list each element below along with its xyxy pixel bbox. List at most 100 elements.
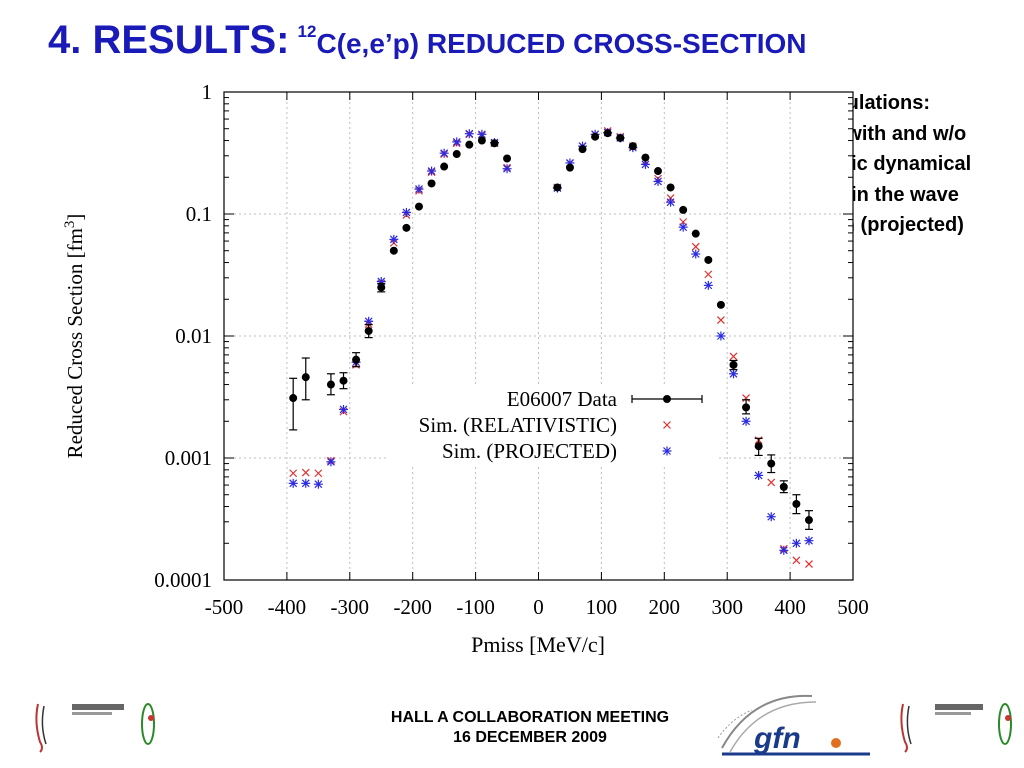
relativistic-point: [301, 468, 310, 477]
logos-left: [30, 692, 170, 756]
data-point: [301, 373, 310, 382]
projected-point: [804, 536, 814, 546]
data-point: [729, 360, 738, 369]
data-point: [691, 229, 700, 238]
x-tick-label: 300: [711, 595, 743, 619]
data-point: [490, 139, 499, 148]
data-point: [742, 403, 751, 412]
relativistic-point-stroke: [729, 352, 738, 361]
footer: HALL A COLLABORATION MEETING 16 DECEMBER…: [340, 708, 720, 748]
projected-point: [339, 404, 349, 414]
x-tick-label: 400: [774, 595, 806, 619]
data-point: [414, 202, 423, 211]
projected-point: [389, 234, 399, 244]
data-point: [427, 179, 436, 188]
relativistic-point: [767, 478, 776, 487]
projected-point: [766, 512, 776, 522]
legend-projected-marker: [662, 446, 672, 456]
projected-point: [326, 457, 336, 467]
relativistic-point-stroke: [704, 270, 713, 279]
x-tick-label: -200: [393, 595, 432, 619]
x-tick-label: -500: [205, 595, 244, 619]
data-point: [289, 394, 298, 403]
grid-lines: [224, 92, 853, 580]
infn-text-logo-right: [935, 704, 983, 715]
projected-point: [401, 207, 411, 217]
x-tick-label: 0: [533, 595, 544, 619]
y-tick-label: 0.001: [165, 446, 212, 470]
logo-strip-right: [900, 703, 1012, 753]
relativistic-point-stroke: [716, 316, 725, 325]
logo-strip-left: [35, 703, 155, 753]
title-superscript: 12: [297, 22, 317, 41]
data-point: [452, 150, 461, 159]
relativistic-point: [691, 242, 700, 251]
reduced-cross-section-chart: -500 -400 -300 -200 -100 0 100 200 300 400 500 1 0.…: [62, 80, 869, 657]
data-point: [503, 154, 512, 163]
relativistic-point-stroke: [314, 469, 323, 478]
projected-point: [313, 479, 323, 489]
projected-point: [653, 176, 663, 186]
projected-point: [414, 184, 424, 194]
legend-data-marker: [663, 395, 671, 403]
data-point: [591, 132, 600, 141]
projected-point: [502, 164, 512, 174]
y-axis-ticks: 1 0.1 0.01 0.001 0.0001: [154, 80, 853, 592]
projected-point: [779, 545, 789, 555]
gfn-logo: gfn: [717, 694, 870, 756]
data-point: [364, 326, 373, 335]
relativistic-point: [704, 270, 713, 279]
infn-emblem-logo: [141, 703, 155, 745]
relativistic-point: [314, 469, 323, 478]
relativistic-point-stroke: [691, 242, 700, 251]
data-point: [754, 442, 763, 451]
gfn-logo-text: gfn: [753, 722, 801, 755]
relativistic-point-stroke: [805, 560, 813, 569]
data-point: [603, 129, 612, 138]
y-tick-label: 0.0001: [154, 568, 212, 592]
x-tick-label: 200: [649, 595, 681, 619]
projected-point: [741, 416, 751, 426]
x-tick-label: 100: [586, 595, 618, 619]
data-point: [339, 376, 348, 385]
footer-date: 16 DECEMBER 2009: [453, 729, 607, 746]
data-point: [553, 183, 562, 192]
projected-point: [703, 280, 713, 290]
data-point: [440, 162, 449, 171]
data-point: [402, 223, 411, 232]
data-point: [465, 140, 474, 149]
relativistic-point: [716, 316, 725, 325]
data-point: [628, 142, 637, 151]
x-axis-label: Pmiss [MeV/c]: [471, 632, 605, 657]
data-point: [578, 145, 587, 154]
y-tick-label: 0.1: [186, 202, 212, 226]
data-point: [679, 205, 688, 214]
projected-point: [427, 166, 437, 176]
y-axis-label: Reduced Cross Section [fm3]: [62, 214, 87, 459]
projected-point: [666, 197, 676, 207]
data-point: [792, 499, 801, 508]
legend-label-projected: Sim. (PROJECTED): [442, 439, 617, 463]
title-rest: C(e,e’p) REDUCED CROSS-SECTION: [316, 28, 807, 59]
x-tick-label: -400: [268, 595, 307, 619]
infn-emblem-logo-right: [998, 703, 1012, 745]
relativistic-point: [792, 556, 801, 565]
data-point: [804, 516, 813, 525]
relativistic-point-stroke: [767, 478, 776, 487]
x-axis-ticks: -500 -400 -300 -200 -100 0 100 200 300 400 500: [205, 92, 869, 619]
projected-point: [716, 331, 726, 341]
projected-point: [691, 249, 701, 259]
legend-relativistic-marker-stroke: [663, 421, 671, 429]
legend-markers: [631, 395, 703, 456]
data-point: [666, 183, 675, 192]
projected-point: [464, 129, 474, 139]
data-point: [565, 163, 574, 172]
data-point: [616, 133, 625, 142]
relativistic-point-stroke: [289, 469, 298, 478]
projected-point: [301, 478, 311, 488]
projected-point: [791, 538, 801, 548]
relativistic-point: [729, 352, 738, 361]
data-point: [352, 355, 361, 364]
relativistic-point: [805, 560, 813, 569]
chart-legend: E06007 Data Sim. (RELATIVISTIC) Sim. (PR…: [419, 387, 703, 463]
